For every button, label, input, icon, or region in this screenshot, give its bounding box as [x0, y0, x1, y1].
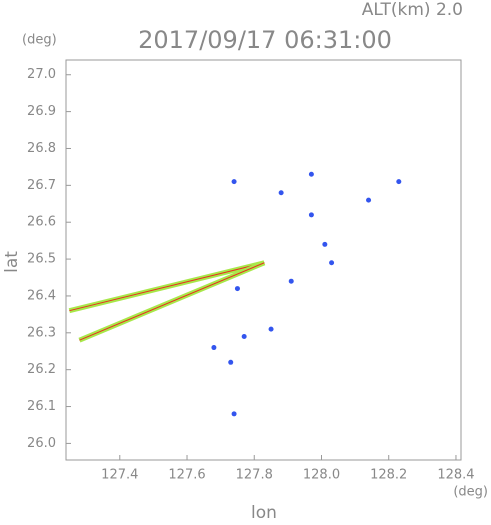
y-tick-label: 26.4	[27, 288, 56, 303]
echo	[329, 260, 335, 266]
x-tick-label: 128.4	[437, 468, 474, 483]
y-tick-label: 26.9	[27, 104, 56, 119]
x-unit: (deg)	[453, 485, 488, 500]
echo	[278, 190, 284, 196]
echo	[234, 286, 240, 292]
y-unit: (deg)	[22, 33, 57, 48]
x-label: lon	[251, 503, 277, 521]
x-tick-label: 127.6	[168, 468, 205, 483]
x-tick-label: 128.0	[303, 468, 340, 483]
echo	[231, 411, 237, 417]
y-tick-label: 26.6	[27, 215, 56, 230]
echo	[231, 179, 237, 185]
echo	[308, 171, 314, 177]
echo	[288, 278, 294, 284]
y-tick-label: 26.2	[27, 362, 56, 377]
echo-streak-core	[79, 262, 265, 341]
y-tick-label: 26.8	[27, 141, 56, 156]
x-tick-label: 128.2	[370, 468, 407, 483]
y-tick-label: 26.3	[27, 325, 56, 340]
echo-streak-core	[69, 262, 265, 312]
x-tick-label: 127.4	[101, 468, 138, 483]
subtitle: ALT(km) 2.0	[362, 0, 463, 20]
echo	[268, 326, 274, 332]
plot-frame	[65, 59, 462, 461]
chart-title: 2017/09/17 06:31:00	[138, 26, 392, 54]
echo	[322, 241, 328, 247]
y-tick-label: 27.0	[27, 67, 56, 82]
y-tick-label: 26.5	[27, 252, 56, 267]
y-tick-label: 26.0	[27, 436, 56, 451]
y-label: lat	[2, 251, 22, 273]
y-tick-label: 26.7	[27, 178, 56, 193]
echo	[366, 197, 372, 203]
echo	[241, 333, 247, 339]
echo	[228, 359, 234, 365]
x-tick-label: 127.8	[236, 468, 273, 483]
echo	[396, 179, 402, 185]
echo	[211, 345, 217, 351]
echo	[308, 212, 314, 218]
y-tick-label: 26.1	[27, 399, 56, 414]
